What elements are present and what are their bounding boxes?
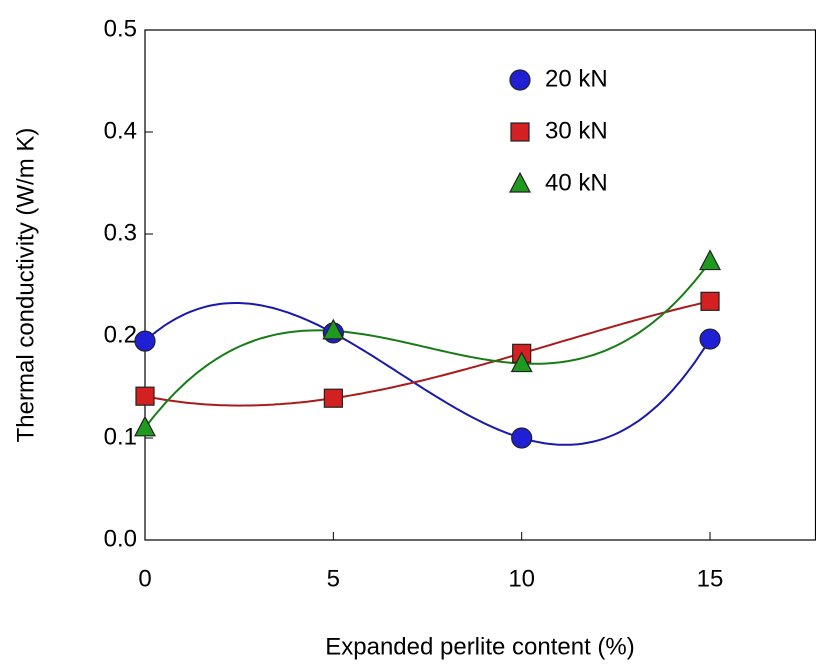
- fit-curve: [144, 300, 711, 407]
- x-axis-label: Expanded perlite content (%): [325, 633, 635, 660]
- data-point: [699, 249, 722, 271]
- data-point: [699, 328, 721, 350]
- y-tick-label: 0.3: [104, 219, 137, 246]
- data-point: [510, 351, 533, 373]
- y-tick-label: 0.1: [104, 423, 137, 450]
- fit-curve: [144, 302, 711, 446]
- y-axis-label: Thermal conductivity (W/m K): [12, 128, 39, 443]
- legend-marker: [509, 69, 531, 91]
- y-tick-label: 0.2: [104, 321, 137, 348]
- data-point: [135, 386, 155, 406]
- plot-frame: [144, 29, 816, 541]
- x-tick-label: 15: [697, 565, 724, 592]
- data-point: [700, 291, 720, 311]
- y-tick-label: 0.4: [104, 117, 137, 144]
- y-tick-label: 0.5: [104, 15, 137, 42]
- x-tick-label: 5: [327, 565, 340, 592]
- legend-label: 20 kN: [545, 65, 608, 92]
- x-tick-label: 0: [138, 565, 151, 592]
- x-tick-label: 10: [508, 565, 535, 592]
- data-point: [322, 318, 345, 340]
- data-point: [511, 427, 533, 449]
- data-point: [134, 330, 156, 352]
- legend-marker: [509, 171, 531, 193]
- data-point: [134, 415, 156, 437]
- data-point: [323, 388, 343, 408]
- fit-curve: [144, 260, 711, 429]
- legend-label: 30 kN: [545, 117, 608, 144]
- legend-label: 40 kN: [545, 169, 608, 196]
- y-tick-label: 0.0: [104, 525, 137, 552]
- legend-marker: [510, 122, 530, 142]
